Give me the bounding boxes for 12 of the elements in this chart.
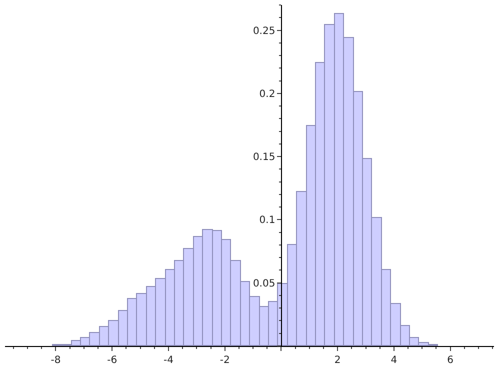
x-tick-label: -2	[220, 355, 230, 366]
x-tick-label: -4	[163, 355, 174, 366]
x-tick-label: 6	[447, 355, 454, 366]
y-tick-label: 0.1	[259, 215, 276, 226]
y-tick-label: 0.25	[252, 26, 276, 37]
y-tick-label: 0.15	[252, 152, 276, 164]
x-tick-label: 2	[334, 355, 341, 366]
y-tick-label: 0.2	[259, 88, 276, 100]
x-tick-label: 4	[390, 355, 398, 366]
y-tick-label: 0.05	[252, 278, 276, 290]
x-tick-label: -6	[107, 355, 118, 366]
x-tick-label: -8	[50, 355, 61, 366]
